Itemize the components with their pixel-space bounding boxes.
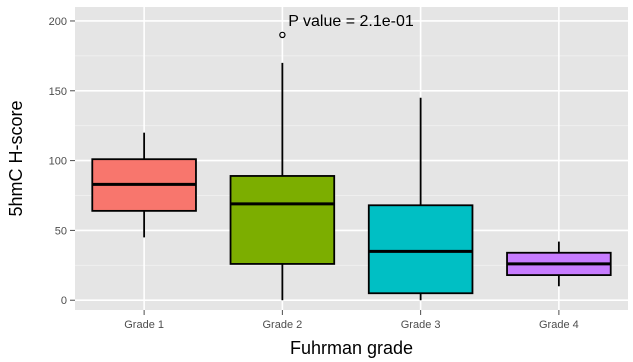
x-tick-label: Grade 4 bbox=[539, 319, 579, 331]
box-series bbox=[91, 31, 612, 301]
box-iqr bbox=[367, 204, 474, 295]
y-axis-title: 5hmC H-score bbox=[6, 100, 26, 216]
box-grade-2 bbox=[229, 31, 336, 301]
y-tick-label: 200 bbox=[49, 16, 67, 28]
y-tick-label: 150 bbox=[49, 86, 67, 98]
box-grade-1 bbox=[91, 132, 197, 238]
box-iqr bbox=[229, 175, 336, 265]
box-grade-4 bbox=[506, 241, 612, 287]
p-value-annotation: P value = 2.1e-01 bbox=[288, 13, 414, 30]
y-tick-label: 50 bbox=[55, 225, 67, 237]
outlier-point bbox=[279, 31, 286, 39]
x-tick-label: Grade 1 bbox=[124, 319, 164, 331]
x-axis-title: Fuhrman grade bbox=[290, 338, 413, 358]
x-tick-label: Grade 3 bbox=[401, 319, 441, 331]
y-tick-label: 100 bbox=[49, 156, 67, 168]
x-tick-label: Grade 2 bbox=[263, 319, 303, 331]
box-grade-3 bbox=[367, 97, 474, 301]
y-tick-label: 0 bbox=[61, 295, 67, 307]
axes: 0 50 100 150 200 Grade 1 Grade 2 Grade 3 Grade 4 bbox=[49, 16, 579, 331]
